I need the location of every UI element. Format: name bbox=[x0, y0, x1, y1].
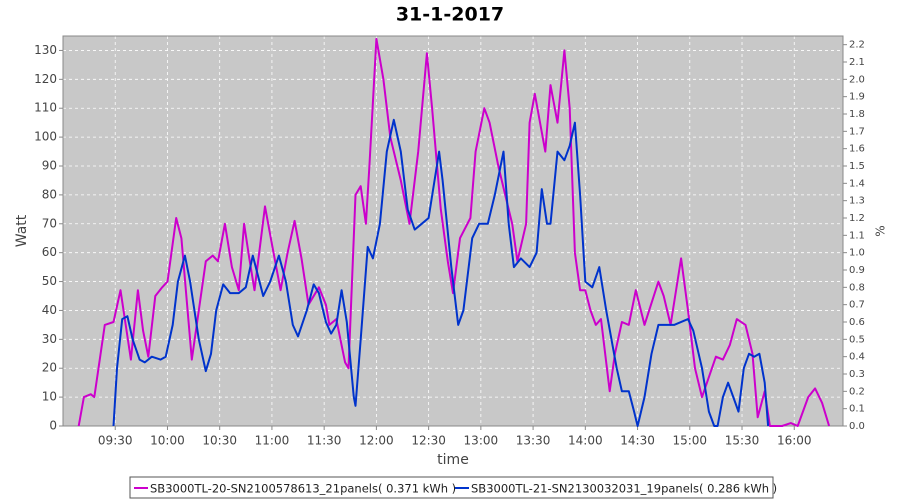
y2-tick-label: 0.9 bbox=[849, 265, 865, 276]
y2-tick-label: 1.9 bbox=[849, 92, 865, 103]
x-tick-label: 09:30 bbox=[98, 434, 133, 448]
y-tick-label: 20 bbox=[42, 361, 57, 375]
y-tick-label: 10 bbox=[42, 390, 57, 404]
y2-tick-label: 1.5 bbox=[849, 161, 865, 172]
y2-tick-label: 2.0 bbox=[849, 74, 865, 85]
y2-tick-label: 1.6 bbox=[849, 144, 865, 155]
y2-tick-label: 1.7 bbox=[849, 126, 865, 137]
y2-tick-label: 1.4 bbox=[849, 178, 865, 189]
x-axis-label: time bbox=[437, 452, 469, 468]
legend-label: SB3000TL-21-SN2130032031_19panels( 0.286… bbox=[471, 482, 777, 496]
legend bbox=[129, 476, 774, 499]
y-tick-label: 0 bbox=[49, 419, 57, 433]
x-tick-label: 12:30 bbox=[411, 434, 446, 448]
y-tick-label: 80 bbox=[42, 187, 57, 201]
y2-tick-label: 0.6 bbox=[849, 317, 865, 328]
plot-border bbox=[62, 35, 844, 427]
chart-title: 31-1-2017 bbox=[396, 4, 504, 26]
y2-axis-label: % bbox=[874, 225, 888, 236]
x-tick-label: 12:00 bbox=[359, 434, 394, 448]
y2-tick-label: 0.0 bbox=[849, 421, 865, 432]
y2-tick-label: 1.1 bbox=[849, 230, 865, 241]
x-tick-label: 11:00 bbox=[255, 434, 290, 448]
y2-tick-label: 0.5 bbox=[849, 334, 865, 345]
x-tick-label: 15:00 bbox=[672, 434, 707, 448]
y2-tick-label: 0.3 bbox=[849, 369, 865, 380]
y-axis-label: Watt bbox=[14, 214, 30, 247]
y2-tick-label: 1.0 bbox=[849, 248, 865, 259]
legend-label: SB3000TL-20-SN2100578613_21panels( 0.371… bbox=[150, 482, 456, 496]
x-tick-label: 15:30 bbox=[725, 434, 760, 448]
y-tick-label: 130 bbox=[34, 43, 57, 57]
x-tick-label: 10:00 bbox=[150, 434, 185, 448]
y-tick-label: 50 bbox=[42, 274, 57, 288]
y-tick-label: 90 bbox=[42, 159, 57, 173]
y2-tick-label: 0.4 bbox=[849, 352, 865, 363]
y2-tick-label: 0.8 bbox=[849, 282, 865, 293]
y-tick-label: 60 bbox=[42, 245, 57, 259]
x-tick-label: 13:00 bbox=[464, 434, 499, 448]
y-tick-label: 120 bbox=[34, 72, 57, 86]
x-tick-label: 13:30 bbox=[516, 434, 551, 448]
x-tick-label: 10:30 bbox=[202, 434, 237, 448]
y2-tick-label: 0.1 bbox=[849, 404, 865, 415]
y-tick-label: 110 bbox=[34, 101, 57, 115]
y-tick-label: 70 bbox=[42, 216, 57, 230]
series-line bbox=[112, 118, 770, 427]
y2-tick-label: 2.1 bbox=[849, 57, 865, 68]
y2-tick-label: 1.8 bbox=[849, 109, 865, 120]
y-tick-label: 30 bbox=[42, 332, 57, 346]
x-tick-label: 14:30 bbox=[620, 434, 655, 448]
y2-tick-label: 1.3 bbox=[849, 196, 865, 207]
y2-tick-label: 2.2 bbox=[849, 40, 865, 51]
y2-tick-label: 1.2 bbox=[849, 213, 865, 224]
y2-tick-label: 0.2 bbox=[849, 386, 865, 397]
x-tick-label: 16:00 bbox=[777, 434, 812, 448]
y-tick-label: 40 bbox=[42, 303, 57, 317]
x-tick-label: 11:30 bbox=[307, 434, 342, 448]
y-tick-label: 100 bbox=[34, 130, 57, 144]
x-tick-label: 14:00 bbox=[568, 434, 603, 448]
y2-tick-label: 0.7 bbox=[849, 300, 865, 311]
plot-area bbox=[63, 36, 843, 426]
